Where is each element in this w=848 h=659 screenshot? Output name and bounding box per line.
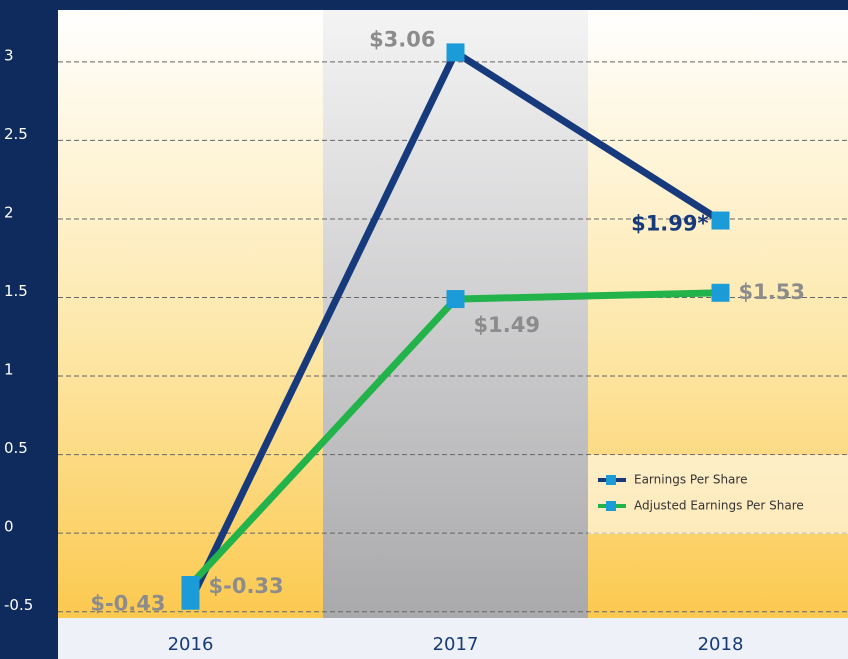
y-tick-label: 3: [4, 46, 14, 64]
x-tick-label: 2017: [433, 634, 479, 655]
data-label: $1.53: [739, 280, 805, 304]
data-label: $-0.33: [209, 574, 284, 598]
y-tick-label: 2: [4, 203, 14, 221]
marker: [712, 284, 730, 302]
marker: [447, 290, 465, 308]
legend-marker: [606, 475, 616, 485]
data-label: $-0.43: [90, 592, 165, 616]
marker: [182, 576, 200, 594]
y-tick-label: -0.5: [4, 596, 33, 614]
marker: [182, 592, 200, 610]
x-tick-label: 2016: [168, 634, 214, 655]
legend-box: [588, 455, 848, 534]
chart: -0.5 0 0.5 1 1.5 2 2.5 3 2016 2017 2018 $-0.43 $3.06…: [0, 0, 848, 659]
data-label: $3.06: [369, 27, 435, 51]
y-tick-label: 0.5: [4, 439, 28, 457]
y-tick-label: 0: [4, 518, 14, 536]
legend-marker: [606, 501, 616, 511]
y-tick-label: 2.5: [4, 125, 28, 143]
highlight-band: [323, 10, 588, 618]
page: -0.5 0 0.5 1 1.5 2 2.5 3 2016 2017 2018 $-0.43 $3.06…: [0, 0, 848, 659]
data-label: $1.49: [474, 313, 540, 337]
marker: [712, 212, 730, 230]
legend-label: Adjusted Earnings Per Share: [634, 499, 804, 513]
y-tick-label: 1.5: [4, 282, 28, 300]
y-tick-label: 1: [4, 361, 14, 379]
legend-label: Earnings Per Share: [634, 473, 747, 487]
data-label: $1.99*: [631, 212, 708, 236]
x-tick-label: 2018: [698, 634, 744, 655]
marker: [447, 43, 465, 61]
